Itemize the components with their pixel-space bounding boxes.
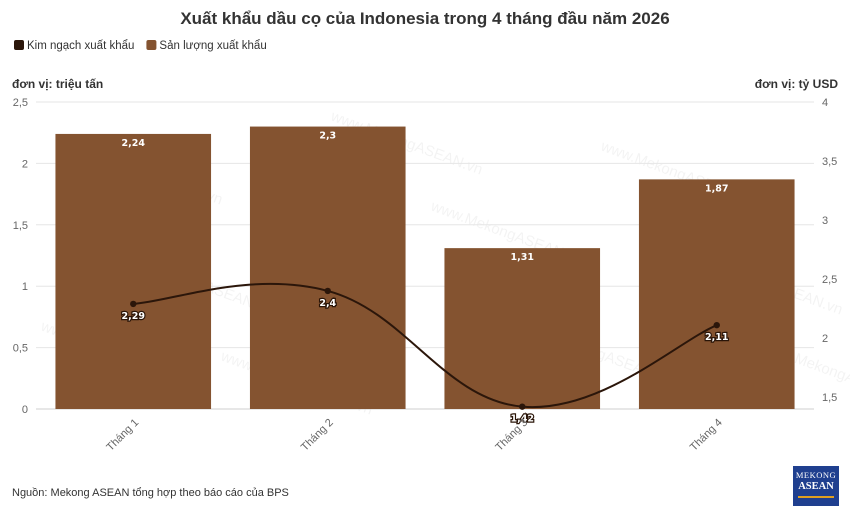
y-left-tick-label: 0,5 — [13, 343, 28, 355]
y-left-tick-label: 0 — [22, 404, 28, 416]
x-axis: Tháng 1 Tháng 2 Tháng 3 Tháng 4 — [104, 417, 725, 454]
y-right-tick-label: 1,5 — [822, 392, 837, 404]
legend-swatch-san-luong — [146, 40, 157, 50]
bar-value-label: 2,3 — [319, 131, 336, 142]
line-value-label: 2,29 — [122, 311, 145, 322]
bar-value-label: 1,31 — [511, 252, 534, 263]
y-right-axis: 1,5 2 2,5 3 3,5 4 — [822, 97, 837, 404]
mekong-asean-logo: MEKONG ASEAN — [793, 466, 839, 506]
logo-line-1: MEKONG — [795, 470, 837, 480]
legend-label-san-luong: Sản lượng xuất khẩu — [159, 40, 266, 52]
line-path — [133, 282, 718, 409]
legend: Kim ngạch xuất khẩu Sản lượng xuất khẩu — [14, 40, 267, 52]
y-right-tick-label: 2 — [822, 333, 828, 345]
logo-underline — [798, 496, 834, 498]
bar-value-label: 2,24 — [122, 138, 146, 149]
x-tick-label: Tháng 4 — [688, 417, 725, 454]
legend-label-kim-ngach: Kim ngạch xuất khẩu — [27, 40, 134, 52]
y-right-tick-label: 3 — [822, 215, 828, 227]
x-tick-label: Tháng 1 — [104, 417, 141, 454]
bar — [55, 133, 212, 410]
y-right-tick-label: 2,5 — [822, 274, 837, 286]
bar-value-label: 1,87 — [705, 183, 728, 194]
y-left-axis: 0 0,5 1 1,5 2 2,5 — [13, 97, 28, 416]
y-left-unit-label: đơn vị: triệu tấn — [12, 77, 103, 91]
y-left-tick-label: 1 — [22, 281, 28, 293]
y-left-tick-label: 2,5 — [13, 97, 28, 109]
y-right-tick-label: 4 — [822, 97, 828, 109]
line-point — [519, 403, 526, 410]
bars: 2,24 2,3 1,31 1,87 — [55, 126, 795, 410]
line-point — [324, 287, 331, 295]
line-value-label: 2,11 — [705, 332, 728, 343]
line-value-label: 2,4 — [319, 298, 336, 309]
line-point — [130, 300, 137, 308]
source-note: Nguồn: Mekong ASEAN tổng hợp theo báo cá… — [12, 487, 289, 499]
x-tick-label: Tháng 2 — [299, 417, 336, 454]
y-left-tick-label: 2 — [22, 158, 28, 170]
logo-line-2: ASEAN — [798, 481, 834, 492]
bar — [444, 248, 601, 409]
line-point — [713, 321, 720, 329]
y-right-unit-label: đơn vị: tỷ USD — [755, 77, 839, 91]
y-left-tick-label: 1,5 — [13, 220, 28, 232]
bar — [249, 126, 406, 409]
chart-title: Xuất khẩu dầu cọ của Indonesia trong 4 t… — [180, 9, 669, 28]
legend-swatch-kim-ngach — [14, 40, 24, 50]
line-value-label: 1,42 — [511, 414, 534, 425]
line-series: 2,29 2,4 1,42 2,11 — [120, 282, 730, 426]
bar — [638, 179, 795, 409]
y-right-tick-label: 3,5 — [822, 156, 837, 168]
